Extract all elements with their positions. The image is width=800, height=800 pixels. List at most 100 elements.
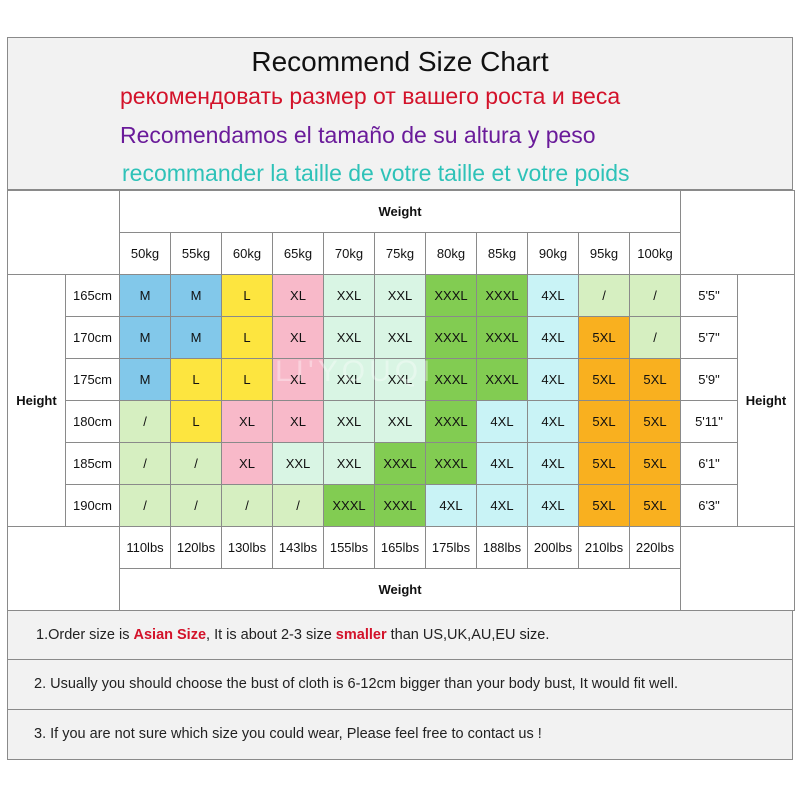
height-ft-cell: 5'5" (680, 274, 738, 317)
size-cell: / (119, 484, 171, 527)
corner-blank-bottom (7, 526, 120, 611)
height-cm-cell: 175cm (65, 358, 120, 401)
size-cell: 5XL (578, 484, 630, 527)
size-cell: 4XL (527, 316, 579, 359)
height-cm-cell: 165cm (65, 274, 120, 317)
size-cell: 4XL (425, 484, 477, 527)
weight-kg-row: 50kg 55kg 60kg 65kg 70kg 75kg 80kg 85kg 90kg 95kg… (8, 232, 795, 275)
subtitle-spanish: Recomendamos el tamaño de su altura y pe… (120, 122, 596, 148)
height-label-right: Height (737, 274, 795, 527)
size-cell: M (119, 274, 171, 317)
size-cell: 4XL (527, 484, 579, 527)
size-cell: XXXL (425, 442, 477, 485)
size-cell: M (119, 316, 171, 359)
subtitle-french: recommander la taille de votre taille et… (122, 160, 630, 186)
note-1-text-a: 1.Order size is (36, 627, 134, 643)
size-cell: XXXL (323, 484, 375, 527)
size-cell: XXL (323, 316, 375, 359)
weight-lbs-cell: 175lbs (425, 526, 477, 569)
weight-kg-cell: 95kg (578, 232, 630, 275)
weight-kg-cell: 60kg (221, 232, 273, 275)
weight-footer-row: Weight (8, 568, 795, 611)
size-cell: L (170, 358, 222, 401)
size-cell: XXXL (476, 358, 528, 401)
corner-blank (7, 190, 120, 275)
size-cell: M (170, 316, 222, 359)
size-cell: XXL (374, 274, 426, 317)
size-cell: XXL (323, 358, 375, 401)
size-cell: XXL (374, 400, 426, 443)
size-cell: / (170, 442, 222, 485)
weight-lbs-cell: 165lbs (374, 526, 426, 569)
weight-kg-cell: 50kg (119, 232, 171, 275)
weight-lbs-cell: 188lbs (476, 526, 528, 569)
size-cell: XXL (374, 316, 426, 359)
size-cell: XXXL (425, 316, 477, 359)
weight-lbs-cell: 220lbs (629, 526, 681, 569)
size-cell: XXL (323, 400, 375, 443)
size-cell: 4XL (527, 358, 579, 401)
height-ft-cell: 5'7" (680, 316, 738, 359)
size-cell: XXXL (476, 316, 528, 359)
size-cell: XXL (272, 442, 324, 485)
weight-lbs-row: 110lbs 120lbs 130lbs 143lbs 155lbs 165lbs 175l… (7, 526, 795, 611)
weight-kg-cell: 70kg (323, 232, 375, 275)
size-row: 190cm / / / / XXXL XXXL 4XL 4XL 4XL 5XL 5XL 6'3" (8, 484, 795, 527)
size-cell: XXXL (374, 442, 426, 485)
size-cell: M (170, 274, 222, 317)
size-cell: XXL (323, 442, 375, 485)
height-ft-cell: 6'3" (680, 484, 738, 527)
size-cell: / (629, 274, 681, 317)
weight-kg-cell: 90kg (527, 232, 579, 275)
size-cell: XXXL (374, 484, 426, 527)
weight-lbs-cell: 155lbs (323, 526, 375, 569)
note-1: 1.Order size is Asian Size, It is about … (7, 610, 793, 660)
note-3: 3. If you are not sure which size you co… (7, 710, 793, 760)
note-1-asian-size: Asian Size (133, 627, 207, 643)
weight-kg-cell: 85kg (476, 232, 528, 275)
height-cm-cell: 185cm (65, 442, 120, 485)
size-cell: 5XL (629, 484, 681, 527)
weight-kg-cell: 55kg (170, 232, 222, 275)
size-cell: 5XL (629, 442, 681, 485)
size-cell: XXXL (425, 400, 477, 443)
subtitle-russian: рекомендовать размер от вашего роста и в… (120, 83, 621, 109)
size-cell: 4XL (527, 442, 579, 485)
weight-lbs-cell: 143lbs (272, 526, 324, 569)
note-1-smaller: smaller (335, 627, 387, 643)
height-label-left: Height (7, 274, 66, 527)
height-cm-cell: 170cm (65, 316, 120, 359)
note-1-text-e: than US,UK,AU,EU size. (386, 627, 550, 643)
size-cell: XXL (374, 358, 426, 401)
weight-lbs-cell: 130lbs (221, 526, 273, 569)
weight-label-bottom: Weight (119, 568, 681, 611)
size-cell: XL (272, 274, 324, 317)
size-cell: XXXL (425, 274, 477, 317)
size-cell: L (221, 316, 273, 359)
weight-kg-cell: 100kg (629, 232, 681, 275)
size-table: Weight 50kg 55kg 60kg 65kg 70kg 75kg 80kg 85kg 90… (7, 190, 795, 611)
height-cm-cell: 190cm (65, 484, 120, 527)
corner-blank-right (680, 190, 795, 275)
size-cell: 5XL (578, 358, 630, 401)
weight-kg-cell: 80kg (425, 232, 477, 275)
size-cell: 4XL (476, 442, 528, 485)
height-ft-cell: 5'9" (680, 358, 738, 401)
size-row: 175cm M L L XL XXL XXL XXXL XXXL 4XL 5XL 5XL 5'9" (8, 358, 795, 401)
size-cell: 4XL (527, 400, 579, 443)
note-2-text: 2. Usually you should choose the bust of… (34, 676, 678, 692)
size-cell: 4XL (476, 484, 528, 527)
note-2: 2. Usually you should choose the bust of… (7, 660, 793, 710)
page-title: Recommend Size Chart (251, 46, 549, 77)
weight-kg-cell: 75kg (374, 232, 426, 275)
weight-header-row: Weight (7, 190, 795, 275)
size-cell: / (272, 484, 324, 527)
weight-lbs-cell: 120lbs (170, 526, 222, 569)
weight-lbs-cell: 210lbs (578, 526, 630, 569)
height-cm-cell: 180cm (65, 400, 120, 443)
size-cell: 5XL (629, 400, 681, 443)
size-cell: / (119, 400, 171, 443)
size-row: 180cm / L XL XL XXL XXL XXXL 4XL 4XL 5XL 5XL 5'11" (8, 400, 795, 443)
size-row: Height 165cm M M L XL XXL XXL XXXL XXXL 4XL //5'5" H… (7, 274, 795, 527)
size-cell: XXXL (425, 358, 477, 401)
